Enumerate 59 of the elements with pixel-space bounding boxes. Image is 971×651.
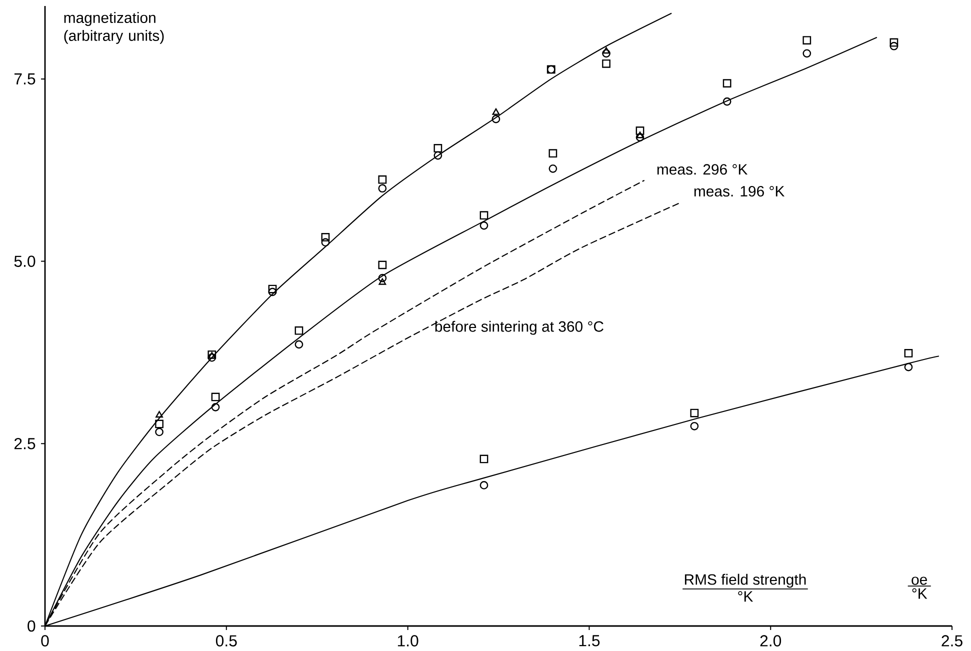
- point: [321, 233, 330, 242]
- annotation: °K: [912, 588, 928, 599]
- y-tick-label: 5.0: [14, 256, 36, 267]
- point: [690, 408, 699, 418]
- point: [602, 59, 610, 68]
- point: [802, 49, 812, 58]
- point: [268, 288, 277, 296]
- y-tick-label: 0: [28, 620, 36, 632]
- point: [294, 326, 304, 335]
- point: [378, 274, 387, 282]
- point: [378, 184, 387, 193]
- y-tick-label: 2.5: [14, 438, 36, 450]
- point: [480, 211, 488, 220]
- point: [890, 38, 898, 47]
- point: [480, 454, 488, 464]
- point: [155, 420, 164, 428]
- point: [722, 79, 732, 88]
- annotation: meas. 196 °K: [694, 186, 785, 197]
- point: [548, 164, 558, 173]
- point: [156, 411, 163, 418]
- point: [378, 260, 387, 270]
- point: [690, 422, 699, 430]
- point: [602, 49, 610, 58]
- point: [548, 149, 558, 158]
- point: [636, 132, 644, 138]
- point: [268, 284, 277, 294]
- annotation: meas. 296 °K: [657, 164, 748, 175]
- y-axis-title: magnetization (arbitrary units): [64, 12, 164, 44]
- annotation: oe: [912, 576, 927, 585]
- point: [904, 349, 913, 358]
- point: [602, 47, 610, 54]
- point: [904, 362, 913, 372]
- point: [434, 151, 442, 160]
- point: [636, 126, 644, 135]
- point: [378, 278, 386, 285]
- point: [378, 175, 387, 184]
- point: [321, 238, 330, 247]
- point: [294, 340, 304, 349]
- point: [802, 36, 812, 44]
- x-tick-label: 0.5: [216, 635, 237, 646]
- point: [434, 144, 442, 152]
- point: [480, 481, 488, 490]
- x-tick-label: 2.0: [760, 635, 782, 646]
- point: [211, 402, 220, 412]
- x-axis-title: RMS field strength: [684, 574, 806, 588]
- y-tick-label: 7.5: [14, 73, 36, 85]
- x-tick-label: 1.0: [398, 635, 418, 646]
- x-tick-label: 0: [41, 635, 49, 646]
- x-tick-label: 2.5: [942, 635, 962, 646]
- annotation: before sintering at 360 °C: [435, 320, 604, 335]
- point: [155, 428, 164, 436]
- point: [722, 97, 732, 106]
- annotation: °K: [738, 591, 754, 602]
- point: [492, 108, 500, 115]
- point: [492, 114, 500, 124]
- point: [211, 392, 220, 402]
- point: [890, 42, 898, 50]
- x-tick-label: 1.5: [579, 635, 600, 646]
- point: [480, 221, 488, 230]
